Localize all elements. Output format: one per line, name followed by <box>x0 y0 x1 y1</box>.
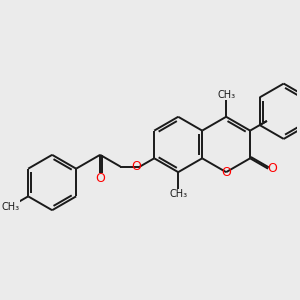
Text: O: O <box>95 172 105 185</box>
Text: CH₃: CH₃ <box>217 90 235 100</box>
Text: O: O <box>131 160 141 173</box>
Text: CH₃: CH₃ <box>169 189 187 199</box>
Text: O: O <box>221 166 231 178</box>
Text: CH₃: CH₃ <box>1 202 19 212</box>
Text: O: O <box>267 162 277 175</box>
